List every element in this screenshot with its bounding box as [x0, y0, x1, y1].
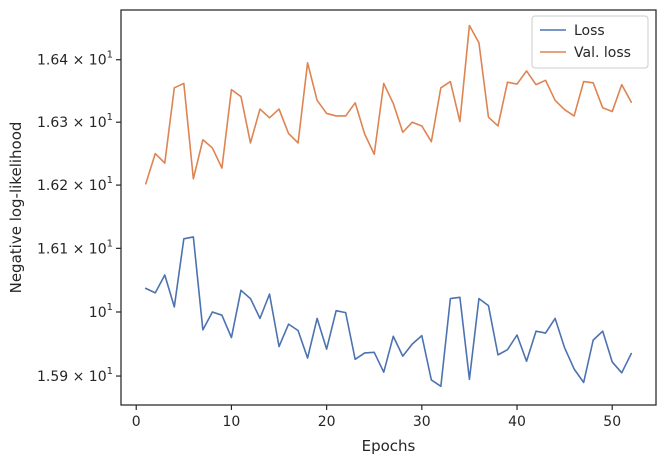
- y-tick-label: 1.62 × 101: [37, 175, 113, 194]
- x-tick-label: 30: [413, 414, 431, 430]
- legend-label: Val. loss: [574, 45, 631, 61]
- legend-box: [531, 15, 649, 69]
- y-tick-label: 101: [89, 302, 113, 321]
- y-tick-label: 1.63 × 101: [37, 112, 113, 131]
- series-line-val-loss: [144, 24, 633, 185]
- x-tick-label: 50: [603, 414, 621, 430]
- legend: Loss Val. loss: [531, 15, 649, 69]
- plot-frame: [120, 9, 657, 406]
- x-tick-label: 10: [223, 414, 241, 430]
- y-tick-label: 1.59 × 101: [37, 366, 113, 385]
- y-axis-ticks: 1.59 × 101 101 1.61 × 101 1.62 × 101 1.63 × …: [37, 50, 121, 385]
- y-axis-label: Negative log-likelihood: [7, 122, 25, 294]
- x-axis-ticks: 0 10 20 30 40 50: [132, 405, 621, 430]
- plot-marks: [144, 24, 633, 388]
- series-line-loss: [144, 236, 633, 388]
- x-tick-label: 40: [508, 414, 526, 430]
- x-axis-label: Epochs: [362, 437, 416, 455]
- x-tick-label: 0: [132, 414, 141, 430]
- legend-label: Loss: [574, 23, 605, 39]
- x-tick-label: 20: [318, 414, 336, 430]
- y-tick-label: 1.64 × 101: [37, 50, 113, 69]
- y-tick-label: 1.61 × 101: [37, 238, 113, 257]
